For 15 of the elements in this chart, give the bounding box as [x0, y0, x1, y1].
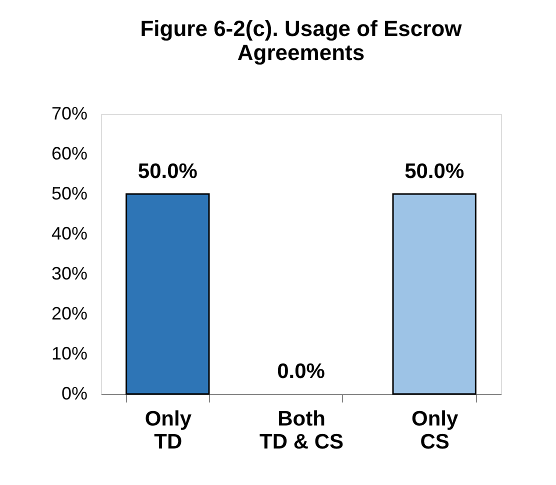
y-tick-label: 40%	[51, 224, 88, 244]
y-tick-label: 20%	[51, 304, 88, 324]
y-tick-label: 70%	[51, 104, 88, 124]
chart-title: Figure 6-2(c). Usage of Escrow Agreements	[140, 16, 463, 65]
data-label: 50.0%	[404, 160, 464, 183]
x-tick-label: Only TD	[144, 408, 192, 454]
y-tick-label: 60%	[51, 144, 88, 164]
y-tick-label: 50%	[51, 184, 88, 204]
x-tick-label: Only CS	[411, 408, 458, 454]
y-tick-label: 10%	[51, 344, 88, 364]
data-label: 50.0%	[138, 160, 198, 183]
data-label: 0.0%	[277, 360, 326, 383]
x-tick-label: Both TD & CS	[260, 408, 344, 454]
y-tick-label: 0%	[61, 384, 88, 404]
y-tick-label: 30%	[51, 264, 88, 284]
